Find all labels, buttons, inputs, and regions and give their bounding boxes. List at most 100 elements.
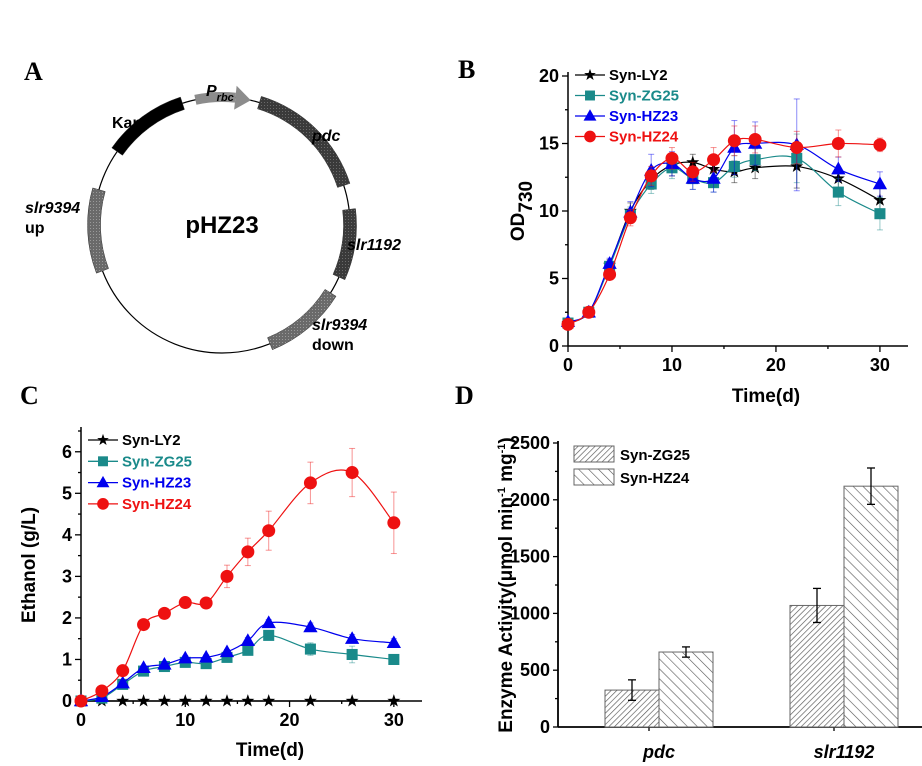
- y-tick-label: 1000: [510, 603, 550, 623]
- marker-star: [220, 694, 234, 707]
- b-y-axis-title: OD730: [508, 181, 537, 241]
- plasmid-label-slr1192: slr1192: [347, 237, 401, 254]
- marker-square: [263, 629, 275, 641]
- legend-label: Syn-HZ23: [609, 108, 678, 125]
- panel-label-c: C: [20, 381, 39, 410]
- legend-label: Syn-LY2: [122, 432, 181, 449]
- d-y-axis-title: Enzyme Activity(μmol min-1 mg-1): [496, 437, 517, 732]
- plasmid-feature-slr9394-down: [267, 289, 337, 351]
- marker-circle: [199, 596, 213, 610]
- d-category-label-slr1192: slr1192: [814, 742, 875, 762]
- series-syn-hz24: [74, 447, 401, 708]
- marker-circle: [582, 305, 596, 319]
- bar-syn-zg25-slr1192: [789, 604, 845, 728]
- marker-circle: [345, 466, 359, 480]
- marker-star: [262, 694, 276, 707]
- plasmid-feature-kan: [111, 96, 185, 156]
- marker-triangle: [303, 619, 318, 633]
- y-tick-label: 0: [540, 717, 550, 737]
- y-tick-label: 500: [520, 660, 550, 680]
- marker-circle: [116, 664, 130, 678]
- marker-star: [873, 193, 887, 206]
- marker-star: [387, 694, 401, 707]
- panel-label-d: D: [455, 381, 474, 410]
- y-tick-label: 10: [539, 201, 559, 221]
- marker-triangle: [96, 475, 110, 488]
- marker-square: [585, 90, 595, 101]
- c-x-axis-title: Time(d): [236, 740, 304, 761]
- marker-square: [832, 186, 844, 198]
- marker-triangle: [136, 660, 151, 673]
- marker-star: [303, 694, 317, 707]
- marker-circle: [74, 694, 88, 708]
- marker-square: [200, 658, 212, 670]
- marker-star: [199, 694, 213, 707]
- marker-circle: [686, 165, 700, 179]
- marker-triangle: [261, 615, 276, 629]
- marker-square: [791, 152, 803, 164]
- series-syn-hz24: [561, 125, 887, 331]
- y-tick-label: 2500: [510, 433, 550, 453]
- marker-circle: [644, 169, 658, 183]
- marker-star: [116, 694, 130, 707]
- marker-star: [748, 160, 762, 174]
- marker-circle: [220, 569, 234, 583]
- promoter-arrow-body: [194, 92, 236, 105]
- marker-circle: [748, 132, 762, 146]
- marker-star: [178, 694, 192, 707]
- y-tick-label: 3: [62, 566, 72, 586]
- panel-label-b: B: [458, 55, 475, 84]
- promoter-arrow-head: [234, 85, 251, 110]
- marker-square: [304, 643, 316, 655]
- plasmid-label-pdc: pdc: [311, 128, 341, 145]
- legend-label: Syn-ZG25: [122, 453, 192, 470]
- marker-triangle: [344, 631, 360, 644]
- marker-circle: [584, 130, 596, 143]
- marker-triangle: [872, 176, 888, 190]
- series-line: [567, 161, 881, 324]
- marker-circle: [873, 138, 887, 152]
- marker-star: [157, 694, 171, 707]
- marker-triangle: [115, 675, 130, 689]
- marker-circle: [387, 516, 401, 530]
- marker-circle: [727, 134, 741, 148]
- marker-circle: [137, 618, 151, 632]
- d-category-label-pdc: pdc: [642, 742, 675, 762]
- marker-square: [728, 160, 740, 172]
- x-tick-label: 0: [76, 710, 86, 730]
- legend-label: Syn-HZ23: [122, 475, 191, 492]
- marker-triangle: [240, 633, 256, 646]
- legend-label: Syn-ZG25: [620, 447, 690, 464]
- marker-star: [686, 155, 700, 168]
- plasmid-label-kan: Kan: [112, 115, 142, 132]
- marker-star: [831, 171, 845, 185]
- marker-square: [98, 456, 108, 467]
- series-line: [567, 141, 881, 323]
- x-tick-label: 30: [384, 710, 404, 730]
- legend-label: Syn-HZ24: [620, 470, 690, 487]
- marker-star: [241, 694, 255, 707]
- marker-circle: [603, 267, 617, 281]
- marker-star: [97, 433, 109, 445]
- marker-triangle: [178, 650, 193, 664]
- marker-circle: [665, 151, 679, 165]
- marker-star: [345, 694, 359, 707]
- marker-star: [790, 159, 804, 172]
- marker-square: [388, 653, 400, 665]
- marker-circle: [178, 596, 192, 610]
- plasmid-label-down: down: [312, 337, 354, 354]
- y-tick-label: 2: [62, 608, 72, 628]
- x-tick-label: 20: [280, 710, 300, 730]
- y-tick-label: 15: [539, 134, 559, 154]
- marker-square: [242, 644, 254, 656]
- marker-circle: [707, 153, 721, 167]
- panel-b-growth-chart: B 0 10 20 30 0 5 10 15 20 Syn-LY2 Syn-ZG25 Syn-HZ2…: [458, 55, 908, 407]
- x-tick-label: 10: [175, 710, 195, 730]
- plasmid-label-slr9394-down: slr9394: [312, 317, 367, 334]
- marker-triangle: [219, 644, 235, 658]
- series-syn-hz23: [73, 615, 401, 707]
- marker-circle: [623, 211, 637, 225]
- marker-circle: [97, 498, 109, 510]
